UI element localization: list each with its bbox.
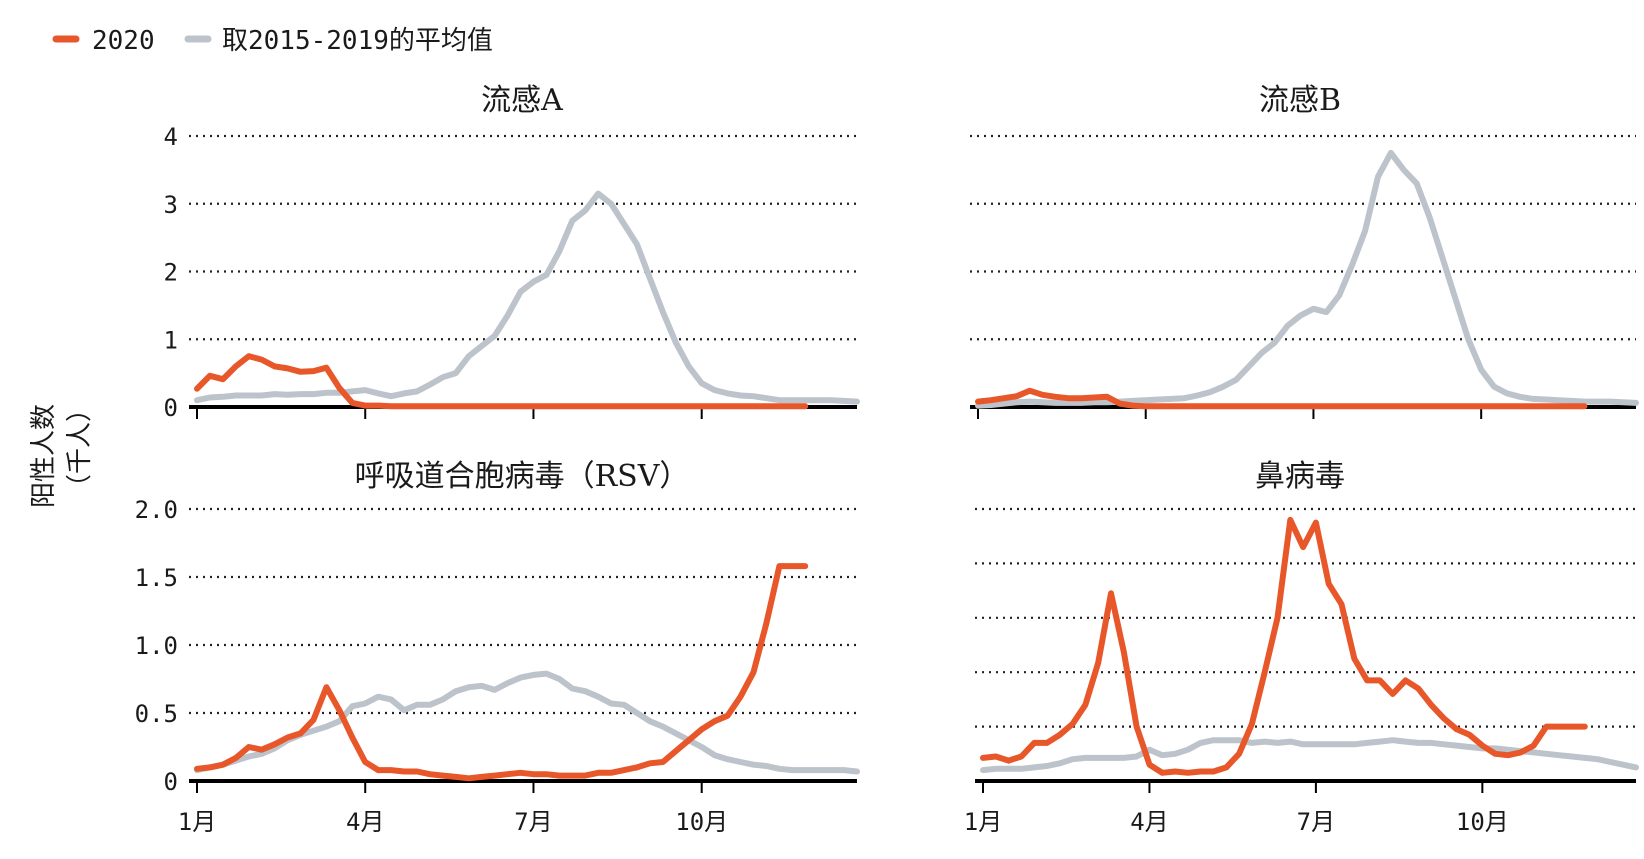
- y-axis-label-line1: 阳性人数: [29, 404, 59, 508]
- y-tick-label: 1.5: [135, 564, 178, 592]
- series-line-2020: [975, 387, 1588, 410]
- y-tick-label: 2.0: [135, 496, 178, 524]
- y-tick-label: 3: [164, 191, 178, 219]
- x-tick-label: 7月: [1297, 808, 1335, 836]
- y-tick-label: 0: [164, 768, 178, 796]
- series-line-average: [194, 670, 860, 775]
- panel-rhinovirus: 鼻病毒 1月 4月 7月 10月: [964, 459, 1639, 836]
- x-tick-label: 7月: [514, 808, 552, 836]
- series-line-2020: [194, 353, 809, 410]
- panel-influenza-b: 流感B: [970, 83, 1639, 419]
- panel-title: 鼻病毒: [1255, 459, 1345, 494]
- series-line-average: [980, 737, 1639, 774]
- y-axis-label-line2: （千人）: [65, 396, 95, 500]
- y-tick-label: 1: [164, 326, 178, 354]
- series-line-2020: [980, 516, 1588, 776]
- y-tick-label: 0: [164, 394, 178, 422]
- series-line-average: [194, 190, 860, 405]
- panel-rsv: 呼吸道合胞病毒（RSV） 0 0.5 1.0 1.5 2.0 1月 4月 7月 10月: [135, 459, 860, 836]
- y-tick-label: 4: [164, 123, 178, 151]
- y-axis-label: 阳性人数 （千人）: [29, 396, 95, 508]
- x-tick-label: 1月: [178, 808, 216, 836]
- x-tick-label: 10月: [675, 808, 728, 836]
- legend-label-2020: 2020: [92, 26, 155, 56]
- panel-title: 流感B: [1259, 83, 1341, 118]
- series-line-average: [975, 149, 1639, 409]
- x-tick-label: 1月: [964, 808, 1002, 836]
- x-tick-label: 4月: [1130, 808, 1168, 836]
- panel-influenza-a: 流感A 0 1 2 3 4: [164, 83, 860, 422]
- y-tick-label: 2: [164, 259, 178, 287]
- x-tick-label: 10月: [1456, 808, 1509, 836]
- x-tick-label: 4月: [346, 808, 384, 836]
- panel-title: 流感A: [481, 83, 563, 118]
- legend-label-average: 取2015-2019的平均值: [222, 26, 493, 56]
- y-tick-label: 1.0: [135, 632, 178, 660]
- y-tick-label: 0.5: [135, 700, 178, 728]
- panel-title: 呼吸道合胞病毒（RSV）: [355, 459, 690, 494]
- legend: 2020 取2015-2019的平均值: [52, 26, 493, 56]
- series-line-2020: [194, 563, 809, 782]
